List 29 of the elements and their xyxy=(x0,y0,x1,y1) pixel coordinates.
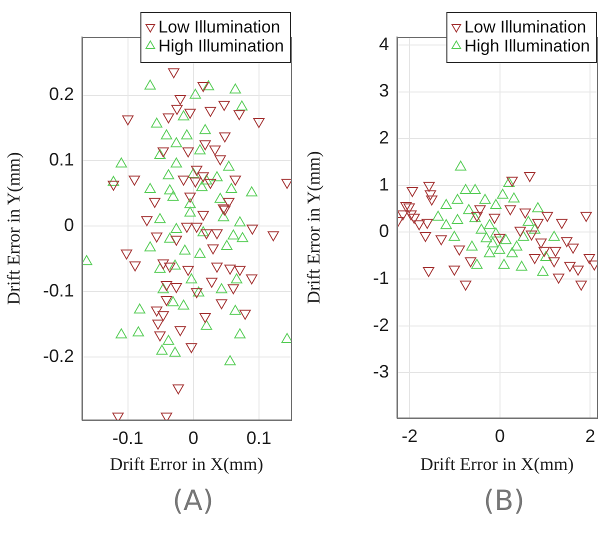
y-tick-label: 1 xyxy=(378,174,389,194)
y-tick-label: 0 xyxy=(64,215,74,236)
x-tick-label: 0.1 xyxy=(246,428,272,448)
legend-label: Low Illumination xyxy=(158,18,280,37)
x-tick-label: -0.1 xyxy=(112,428,144,448)
y-axis-title: Drift Error in Y(mm) xyxy=(4,152,24,305)
y-tick-label: 0.1 xyxy=(48,150,74,170)
x-axis-title: Drift Error in X(mm) xyxy=(420,454,574,474)
y-tick-label: 0.2 xyxy=(48,84,74,104)
y-tick-label: 2 xyxy=(378,128,389,148)
y-tick-label: -0.1 xyxy=(42,280,74,301)
legend-label: High Illumination xyxy=(464,36,590,56)
y-tick-label: 4 xyxy=(378,34,389,54)
x-tick-label: -2 xyxy=(402,426,418,446)
y-tick-label: -0.2 xyxy=(42,346,74,366)
x-tick-label: 2 xyxy=(585,426,596,446)
legend-label: High Illumination xyxy=(158,36,284,56)
y-tick-label: -1 xyxy=(372,268,389,288)
y-tick-label: 3 xyxy=(378,80,389,101)
text: (B) xyxy=(482,484,526,517)
y-tick-label: -3 xyxy=(372,362,389,382)
y-tick-label: 0 xyxy=(378,221,389,242)
y-axis-title: Drift Error in Y(mm) xyxy=(304,151,324,304)
x-tick-label: 0 xyxy=(494,426,505,446)
legend-label: Low Illumination xyxy=(464,18,586,37)
x-tick-label: 0 xyxy=(188,428,198,448)
y-tick-label: -2 xyxy=(372,314,389,335)
text: (A) xyxy=(171,484,214,517)
x-axis-title: Drift Error in X(mm) xyxy=(110,454,264,474)
